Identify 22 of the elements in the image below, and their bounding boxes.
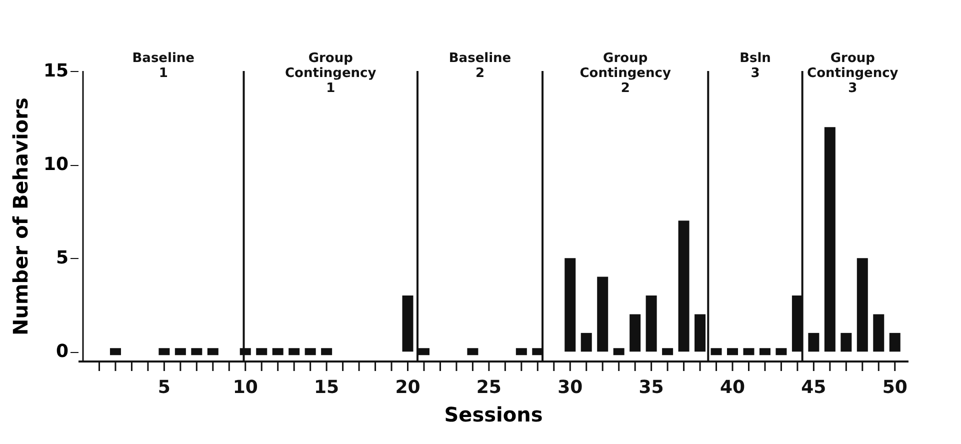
y-tick-label: 15 bbox=[43, 60, 68, 82]
x-tick-label: 15 bbox=[314, 377, 340, 398]
y-tick-label: 10 bbox=[43, 154, 68, 176]
y-axis-title: Number of Behaviors bbox=[8, 98, 32, 336]
y-tick-label: 0 bbox=[56, 341, 68, 362]
x-tick-label: 10 bbox=[232, 377, 258, 398]
x-tick-label: 35 bbox=[638, 377, 664, 398]
annotation: Group Contingency 1 bbox=[285, 51, 377, 96]
annotation: Bsln 3 bbox=[740, 51, 771, 81]
x-axis-title: Sessions bbox=[444, 402, 543, 426]
x-tick-label: 30 bbox=[558, 377, 583, 398]
x-tick-label: 5 bbox=[158, 377, 170, 398]
annotation: Group Contingency 2 bbox=[580, 51, 672, 96]
annotation: Group Contingency 3 bbox=[807, 51, 899, 96]
x-tick-label: 25 bbox=[476, 377, 502, 398]
x-tick-label: 50 bbox=[882, 377, 908, 398]
annotation: Baseline 1 bbox=[132, 51, 195, 81]
x-tick-label: 40 bbox=[720, 377, 746, 398]
x-tick-label: 45 bbox=[801, 377, 826, 398]
annotation: Baseline 2 bbox=[448, 51, 512, 81]
x-tick-label: 20 bbox=[395, 377, 420, 398]
y-tick-label: 5 bbox=[56, 248, 68, 269]
